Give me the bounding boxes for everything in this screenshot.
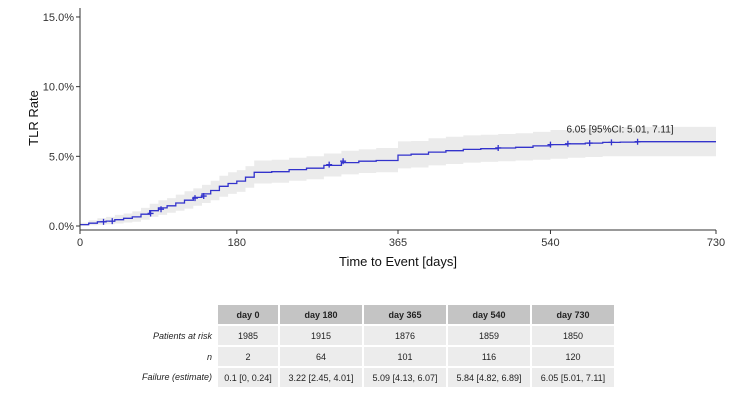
censor-mark: [147, 210, 154, 217]
censor-mark: [100, 218, 107, 225]
risk-cell: 3.22 [2.45, 4.01]: [279, 366, 364, 387]
risk-cell: 5.09 [4.13, 6.07]: [363, 366, 448, 387]
curve-annotation: 6.05 [95%CI: 5.01, 7.11]: [566, 125, 673, 136]
y-tick-label: 10.0%: [43, 82, 74, 94]
censor-mark: [340, 158, 347, 165]
risk-cell: 1985: [218, 324, 280, 346]
table-row: Failure (estimate) 0.1 [0, 0.24] 3.22 [2…: [120, 366, 616, 387]
censor-mark: [608, 139, 615, 146]
risk-cell: 0.1 [0, 0.24]: [218, 366, 280, 387]
km-plot: 0.0% 5.0% 10.0% 15.0% 0 180 365 540 730 6.05 [9…: [26, 8, 725, 269]
risk-cell: 6.05 [5.01, 7.11]: [531, 366, 616, 387]
x-tick-label: 180: [228, 237, 246, 249]
risk-cell: 101: [363, 345, 448, 367]
x-tick-label: 0: [77, 237, 83, 249]
censor-mark: [564, 140, 571, 147]
risk-col-header: day 180: [279, 305, 364, 325]
risk-cell: 1915: [279, 324, 364, 346]
risk-row-label: Patients at risk: [120, 325, 218, 346]
y-ticks: 0.0% 5.0% 10.0% 15.0%: [43, 12, 80, 233]
risk-cell: 1850: [531, 324, 616, 346]
risk-table-header-row: day 0 day 180 day 365 day 540 day 730: [120, 305, 616, 325]
censor-mark: [158, 206, 165, 213]
risk-cell: 116: [447, 345, 532, 367]
risk-col-header: day 0: [218, 305, 280, 325]
censor-mark: [495, 144, 502, 151]
risk-cell: 64: [279, 345, 364, 367]
censor-mark: [192, 195, 199, 202]
risk-cell: 5.84 [4.82, 6.89]: [447, 366, 532, 387]
table-row: n 2 64 101 116 120: [120, 345, 616, 367]
x-tick-label: 730: [707, 237, 725, 249]
y-tick-label: 15.0%: [43, 12, 74, 24]
risk-col-header: day 365: [363, 305, 448, 325]
risk-col-header: day 540: [447, 305, 532, 325]
censor-mark: [200, 193, 207, 200]
censor-marks-layer: [100, 138, 641, 225]
x-tick-label: 540: [541, 237, 559, 249]
censor-mark: [109, 218, 116, 225]
risk-col-header: day 730: [531, 305, 616, 325]
ci-band-layer: [80, 126, 716, 226]
y-tick-label: 0.0%: [49, 221, 74, 233]
risk-row-label: Failure (estimate): [120, 367, 218, 387]
y-tick-label: 5.0%: [49, 151, 74, 163]
axes: [79, 8, 716, 231]
censor-mark: [586, 140, 593, 147]
table-row: Patients at risk 1985 1915 1876 1859 185…: [120, 324, 616, 346]
risk-cell: 1876: [363, 324, 448, 346]
censor-mark: [634, 138, 641, 145]
risk-cell: 120: [531, 345, 616, 367]
x-axis-label: Time to Event [days]: [339, 254, 457, 269]
x-ticks: 0 180 365 540 730: [77, 230, 725, 249]
risk-table: day 0 day 180 day 365 day 540 day 730 Pa…: [120, 305, 616, 387]
ci-band: [80, 126, 716, 226]
risk-cell: 1859: [447, 324, 532, 346]
risk-cell: 2: [218, 345, 280, 367]
censor-mark: [547, 141, 554, 148]
censor-mark: [326, 161, 333, 168]
x-tick-label: 365: [389, 237, 407, 249]
risk-table-corner: [120, 305, 218, 325]
y-axis-label: TLR Rate: [26, 90, 41, 146]
risk-row-label: n: [120, 346, 218, 367]
